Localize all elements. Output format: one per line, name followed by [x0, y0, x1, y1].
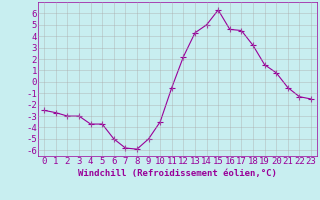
X-axis label: Windchill (Refroidissement éolien,°C): Windchill (Refroidissement éolien,°C): [78, 169, 277, 178]
